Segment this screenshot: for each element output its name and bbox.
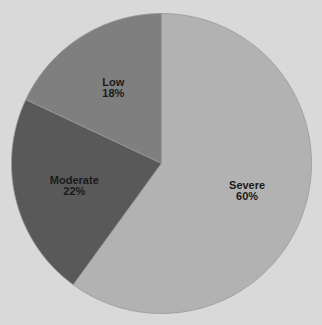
svg-text:Severe60%: Severe60% bbox=[229, 179, 265, 202]
svg-text:Low18%: Low18% bbox=[102, 75, 124, 98]
svg-text:Moderate22%: Moderate22% bbox=[50, 173, 99, 196]
